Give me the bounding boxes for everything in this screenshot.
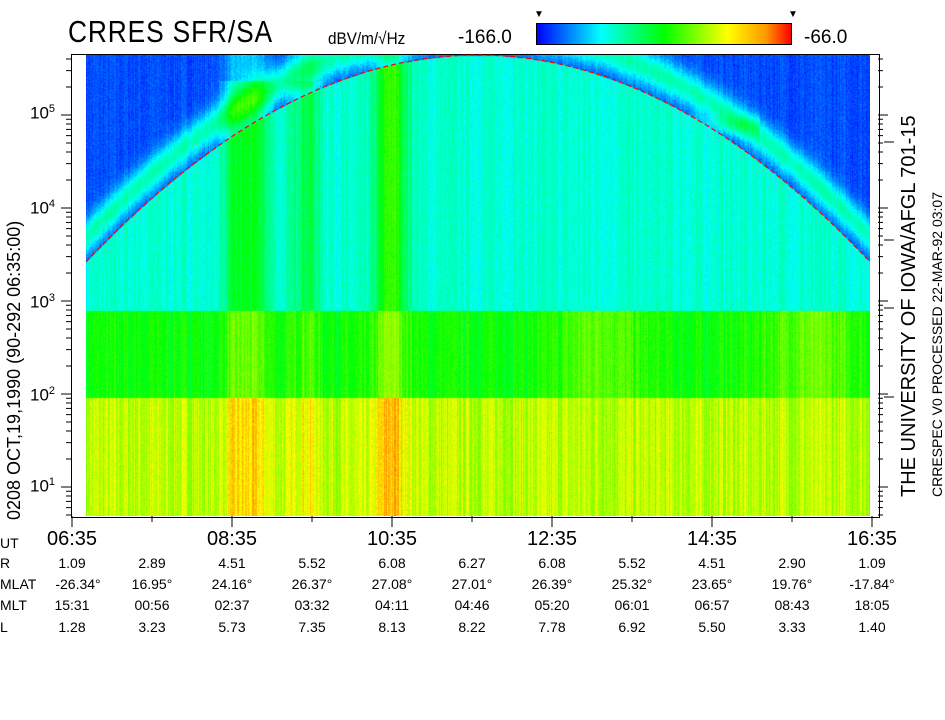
ephemeris-row-label: L — [0, 619, 8, 635]
ephemeris-cell: 6.92 — [618, 619, 646, 635]
colorbar-max-marker-icon: ▼ — [788, 9, 798, 20]
colorbar-min-label: -166.0 — [458, 27, 512, 48]
ephemeris-cell: -17.84° — [849, 576, 895, 592]
figure-title: CRRES SFR/SA — [68, 14, 273, 49]
ephemeris-cell: 04:46 — [454, 597, 490, 613]
ephemeris-cell: 2.90 — [778, 555, 806, 571]
ephemeris-cell: 15:31 — [54, 597, 90, 613]
ephemeris-cell: 3.23 — [138, 619, 166, 635]
x-tick-label: 08:35 — [206, 528, 258, 550]
right-institution-label: THE UNIVERSITY OF IOWA/AFGL 701-15 — [898, 115, 920, 497]
y-tick-label-1e4: 104 — [30, 198, 56, 218]
plot-frame — [71, 54, 880, 518]
ephemeris-cell: 5.50 — [698, 619, 726, 635]
ephemeris-cell: 24.16° — [211, 576, 253, 592]
ephemeris-cell: 7.78 — [538, 619, 566, 635]
ephemeris-cell: 19.76° — [771, 576, 813, 592]
y-tick-label-1e5: 105 — [30, 103, 56, 123]
ephemeris-cell: -26.34° — [55, 576, 101, 592]
ephemeris-cell: 6.08 — [538, 555, 566, 571]
cyclotron-frequency-curve — [85, 54, 871, 263]
ephemeris-cell: 1.40 — [858, 619, 886, 635]
x-tick-label: 10:35 — [366, 528, 418, 550]
ephemeris-cell: 00:56 — [134, 597, 170, 613]
ephemeris-cell: 5.73 — [218, 619, 246, 635]
ephemeris-cell: 27.08° — [371, 576, 413, 592]
y-tick-label-1e3: 103 — [30, 292, 56, 312]
ephemeris-cell: 26.37° — [291, 576, 333, 592]
right-processing-label: CRRESPEC V0 PROCESSED 22-MAR-92 03:07 — [929, 192, 945, 497]
ephemeris-cell: 27.01° — [451, 576, 493, 592]
left-date-label: 0208 OCT,19,1990 (90-292 06:35:00) — [4, 220, 24, 520]
ephemeris-cell: 23.65° — [691, 576, 733, 592]
ephemeris-cell: 02:37 — [214, 597, 250, 613]
ephemeris-cell: 7.35 — [298, 619, 326, 635]
ephemeris-cell: 1.28 — [58, 619, 86, 635]
x-tick-label: 12:35 — [526, 528, 578, 550]
ephemeris-cell: 05:20 — [534, 597, 570, 613]
ephemeris-cell: 06:01 — [614, 597, 650, 613]
ephemeris-cell: 03:32 — [294, 597, 330, 613]
ephemeris-row-label: MLT — [0, 597, 27, 613]
ephemeris-cell: 18:05 — [854, 597, 890, 613]
ephemeris-cell: 04:11 — [375, 597, 409, 613]
ephemeris-row-label: MLAT — [0, 576, 37, 592]
ephemeris-cell: 06:57 — [694, 597, 730, 613]
ephemeris-cell: 8.22 — [458, 619, 486, 635]
x-tick-label: 06:35 — [46, 528, 98, 550]
ephemeris-row-label: R — [0, 555, 11, 571]
spectrogram-heatmap — [86, 55, 870, 516]
colorbar — [536, 23, 792, 45]
ephemeris-cell: 4.51 — [218, 555, 246, 571]
colorbar-max-label: -66.0 — [804, 27, 848, 48]
ephemeris-cell: 16.95° — [131, 576, 173, 592]
ut-row-label: UT — [0, 535, 19, 551]
ephemeris-cell: 4.51 — [698, 555, 726, 571]
ephemeris-cell: 08:43 — [774, 597, 810, 613]
ephemeris-cell: 8.13 — [378, 619, 406, 635]
ephemeris-cell: 6.27 — [458, 555, 486, 571]
y-tick-label-1e1: 101 — [30, 476, 56, 496]
ephemeris-cell: 25.32° — [611, 576, 653, 592]
ephemeris-cell: 2.89 — [138, 555, 166, 571]
colorbar-min-marker-icon: ▼ — [534, 9, 544, 20]
ephemeris-cell: 5.52 — [618, 555, 646, 571]
ephemeris-cell: 26.39° — [531, 576, 573, 592]
y-tick-label-1e2: 102 — [30, 385, 56, 405]
ephemeris-cell: 1.09 — [858, 555, 886, 571]
x-tick-label: 14:35 — [686, 528, 738, 550]
ephemeris-cell: 3.33 — [778, 619, 806, 635]
ephemeris-cell: 5.52 — [298, 555, 326, 571]
ephemeris-cell: 1.09 — [58, 555, 86, 571]
colorbar-units: dBV/m/√Hz — [328, 29, 406, 48]
ephemeris-cell: 6.08 — [378, 555, 406, 571]
x-tick-label: 16:35 — [846, 528, 898, 550]
